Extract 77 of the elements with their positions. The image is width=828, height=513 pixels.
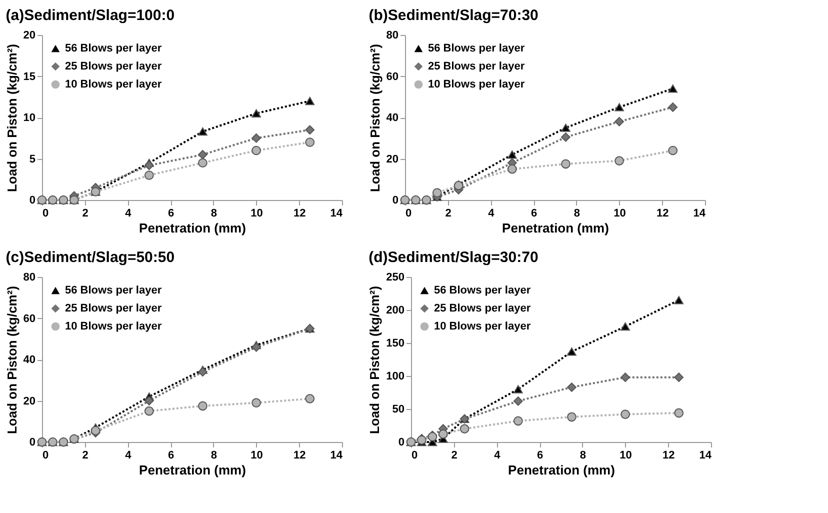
y-tick-label: 0 [29,436,36,448]
x-tick-label: 4 [494,450,502,462]
legend-label: 10 Blows per layer [428,78,526,90]
x-tick-label: 8 [574,208,580,220]
x-tick-label: 14 [330,450,344,462]
y-tick-label: 20 [386,153,398,166]
y-axis-title: Load on Piston (kg/cm²) [4,286,20,434]
x-tick-label: 14 [330,208,344,220]
legend-label: 56 Blows per layer [428,42,526,54]
x-tick-label: 4 [125,450,132,462]
x-tick-label: 12 [294,450,306,462]
y-tick-label: 60 [386,70,398,83]
legend-label: 25 Blows per layer [428,60,526,72]
x-tick-label: 14 [693,208,706,220]
x-tick-label: 10 [250,450,263,462]
y-tick-label: 100 [386,370,404,382]
x-tick-label: 8 [580,450,586,462]
y-tick-label: 0 [29,194,36,206]
chart-title: (a)Sediment/Slag=100:0 [6,7,175,24]
x-tick-label: 4 [125,208,132,220]
y-tick-label: 15 [23,70,36,83]
chart-title: (c)Sediment/Slag=50:50 [6,249,175,266]
y-axis-title: Load on Piston (kg/cm²) [4,44,20,192]
x-tick-label: 12 [294,208,306,220]
chart-title: (d)Sediment/Slag=30:70 [368,249,538,266]
x-tick-label: 2 [451,450,458,462]
y-axis-title: Load on Piston (kg/cm²) [367,286,382,434]
y-tick-label: 0 [392,194,398,206]
x-tick-label: 6 [168,450,174,462]
x-tick-label: 10 [250,208,263,220]
y-axis-title: Load on Piston (kg/cm²) [367,44,382,192]
y-tick-label: 80 [23,272,36,284]
legend-label: 56 Blows per layer [65,42,162,54]
y-tick-label: 60 [23,312,36,325]
y-tick-label: 250 [386,272,404,284]
legend-label: 10 Blows per layer [434,320,532,332]
x-tick-label: 14 [699,450,712,462]
x-tick-label: 2 [82,450,88,462]
x-tick-label: 10 [620,450,632,462]
x-tick-label: 0 [42,450,49,462]
x-tick-label: 2 [82,208,88,220]
y-tick-label: 80 [386,30,398,42]
legend-label: 25 Blows per layer [65,60,162,72]
x-tick-label: 6 [168,208,174,220]
x-axis-title: Penetration (mm) [508,462,615,478]
x-axis-title: Penetration (mm) [502,220,609,236]
legend-label: 25 Blows per layer [65,302,162,314]
legend-label: 25 Blows per layer [434,302,532,314]
x-tick-label: 8 [210,450,217,462]
x-tick-label: 6 [537,450,544,462]
legend-label: 56 Blows per layer [65,284,162,296]
y-tick-label: 0 [398,436,404,448]
legend-label: 56 Blows per layer [434,284,532,296]
x-axis-title: Penetration (mm) [139,220,246,236]
x-tick-label: 12 [662,450,675,462]
legend-label: 10 Blows per layer [65,78,162,90]
y-tick-label: 10 [23,112,36,124]
x-tick-label: 12 [656,208,669,220]
y-tick-label: 20 [23,30,36,42]
x-tick-label: 2 [445,208,452,220]
x-tick-label: 0 [412,450,418,462]
y-tick-label: 200 [386,304,404,316]
x-tick-label: 8 [210,208,217,220]
x-tick-label: 6 [531,208,538,220]
x-tick-label: 4 [488,208,496,220]
x-tick-label: 0 [42,208,49,220]
chart-title: (b)Sediment/Slag=70:30 [368,7,538,24]
y-tick-label: 5 [29,153,36,166]
y-tick-label: 40 [23,354,36,366]
x-tick-label: 0 [406,208,412,220]
x-axis-title: Penetration (mm) [139,462,246,478]
y-tick-label: 40 [386,112,398,124]
y-tick-label: 50 [392,404,404,416]
y-tick-label: 150 [386,338,404,350]
legend-label: 10 Blows per layer [65,320,162,332]
x-tick-label: 10 [614,208,626,220]
y-tick-label: 20 [23,395,36,408]
